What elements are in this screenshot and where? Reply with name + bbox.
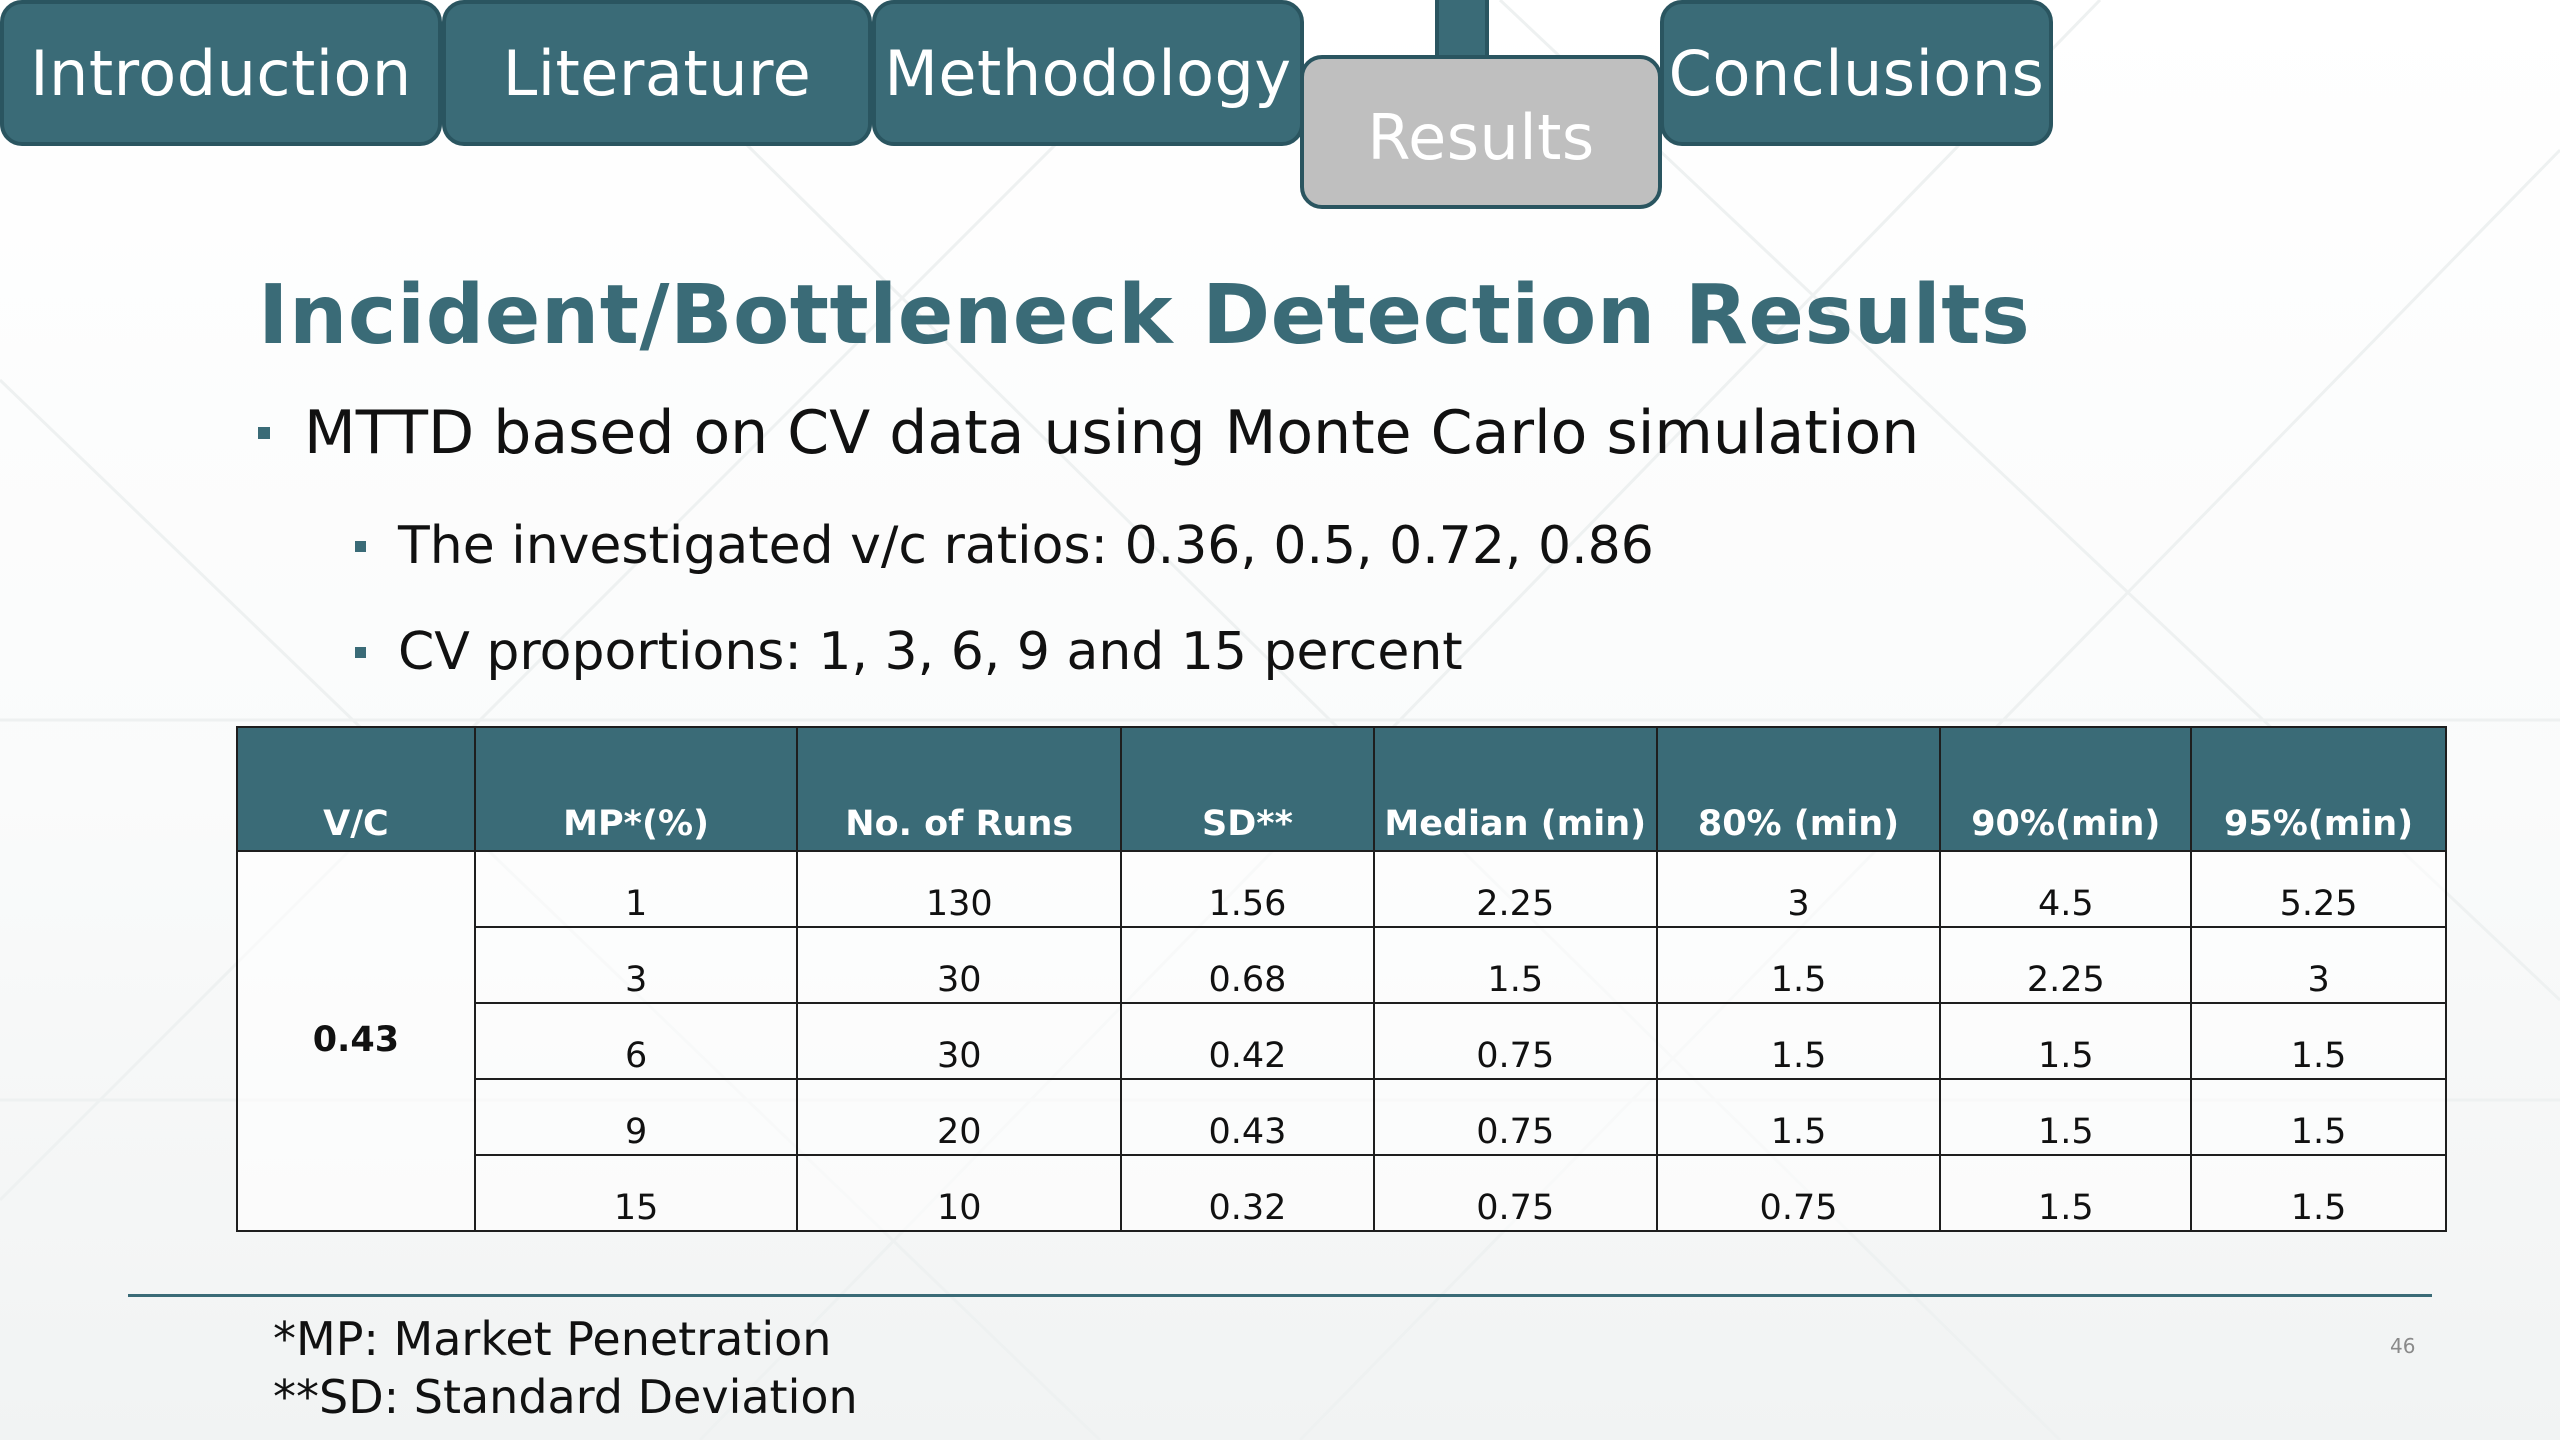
bullet-marker (355, 540, 366, 552)
active-tab-connector (1435, 0, 1489, 58)
table-cell: 1.5 (2190, 1078, 2447, 1156)
table-cell: 0.42 (1120, 1002, 1375, 1080)
results-table: V/C MP*(%) No. of Runs SD** Median (min)… (236, 726, 2447, 1232)
table-cell: 10 (796, 1154, 1123, 1232)
header-median: Median (min) (1372, 726, 1658, 852)
table-cell: 1.5 (1655, 926, 1942, 1004)
tab-results[interactable]: Results (1300, 55, 1662, 209)
bullet-sub-vc-ratios: The investigated v/c ratios: 0.36, 0.5, … (355, 516, 1654, 576)
table-row: 3 30 0.68 1.5 1.5 2.25 3 (237, 926, 2447, 1004)
footnote-sd: **SD: Standard Deviation (273, 1370, 858, 1424)
table-row: 15 10 0.32 0.75 0.75 1.5 1.5 (237, 1154, 2447, 1232)
table-cell: 1.5 (2190, 1154, 2447, 1232)
header-80: 80% (min) (1655, 726, 1942, 852)
footnote-mp: *MP: Market Penetration (273, 1312, 832, 1366)
table-cell: 3 (1655, 850, 1942, 928)
tab-introduction[interactable]: Introduction (0, 0, 442, 146)
table-cell: 20 (796, 1078, 1123, 1156)
bullet-main-text: MTTD based on CV data using Monte Carlo … (304, 398, 1920, 468)
table-cell: 130 (796, 850, 1123, 928)
header-vc: V/C (236, 726, 476, 852)
table-cell: 30 (796, 926, 1123, 1004)
table-cell: 0.32 (1120, 1154, 1375, 1232)
table-cell: 9 (473, 1078, 799, 1156)
slide-number: 46 (2390, 1334, 2416, 1358)
table-row: 6 30 0.42 0.75 1.5 1.5 1.5 (237, 1002, 2447, 1080)
header-runs: No. of Runs (796, 726, 1123, 852)
table-cell: 0.75 (1372, 1078, 1658, 1156)
slide-title: Incident/Bottleneck Detection Results (258, 268, 2031, 363)
table-cell: 2.25 (1372, 850, 1658, 928)
footer-divider (128, 1294, 2432, 1297)
header-90: 90%(min) (1939, 726, 2193, 852)
bullet-main: MTTD based on CV data using Monte Carlo … (258, 398, 1919, 468)
table-cell: 0.68 (1120, 926, 1375, 1004)
table-cell: 2.25 (1939, 926, 2193, 1004)
table-cell: 1.5 (1939, 1154, 2193, 1232)
table-row: 9 20 0.43 0.75 1.5 1.5 1.5 (237, 1078, 2447, 1156)
header-mp: MP*(%) (473, 726, 799, 852)
table-cell: 3 (473, 926, 799, 1004)
table-row: 0.43 1 130 1.56 2.25 3 4.5 5.25 (236, 850, 2447, 1232)
table-cell: 15 (473, 1154, 799, 1232)
table-cell: 1.5 (2190, 1002, 2447, 1080)
table-cell: 30 (796, 1002, 1123, 1080)
header-sd: SD** (1120, 726, 1375, 852)
vc-value-cell: 0.43 (236, 850, 476, 1232)
table-cell: 5.25 (2190, 850, 2447, 928)
bullet-sub-cv-proportions-text: CV proportions: 1, 3, 6, 9 and 15 percen… (398, 622, 1463, 682)
table-cell: 1.5 (1939, 1002, 2193, 1080)
header-95: 95%(min) (2190, 726, 2447, 852)
table-cell: 0.75 (1372, 1002, 1658, 1080)
tab-literature[interactable]: Literature (442, 0, 872, 146)
tab-conclusions[interactable]: Conclusions (1660, 0, 2053, 146)
table-cell: 3 (2190, 926, 2447, 1004)
bullet-marker (258, 427, 270, 439)
table-header-row: V/C MP*(%) No. of Runs SD** Median (min)… (236, 726, 2447, 852)
table-cell: 0.75 (1655, 1154, 1942, 1232)
bullet-sub-vc-ratios-text: The investigated v/c ratios: 0.36, 0.5, … (398, 516, 1654, 576)
table-cell: 1.56 (1120, 850, 1375, 928)
table-cell: 1.5 (1372, 926, 1658, 1004)
table-cell: 0.75 (1372, 1154, 1658, 1232)
table-cell: 1.5 (1655, 1078, 1942, 1156)
bullet-sub-cv-proportions: CV proportions: 1, 3, 6, 9 and 15 percen… (355, 622, 1463, 682)
bullet-marker (355, 646, 366, 658)
table-cell: 4.5 (1939, 850, 2193, 928)
table-cell: 1 (473, 850, 799, 928)
table-cell: 6 (473, 1002, 799, 1080)
tab-methodology[interactable]: Methodology (872, 0, 1304, 146)
table-cell: 1.5 (1655, 1002, 1942, 1080)
table-cell: 1.5 (1939, 1078, 2193, 1156)
table-cell: 0.43 (1120, 1078, 1375, 1156)
